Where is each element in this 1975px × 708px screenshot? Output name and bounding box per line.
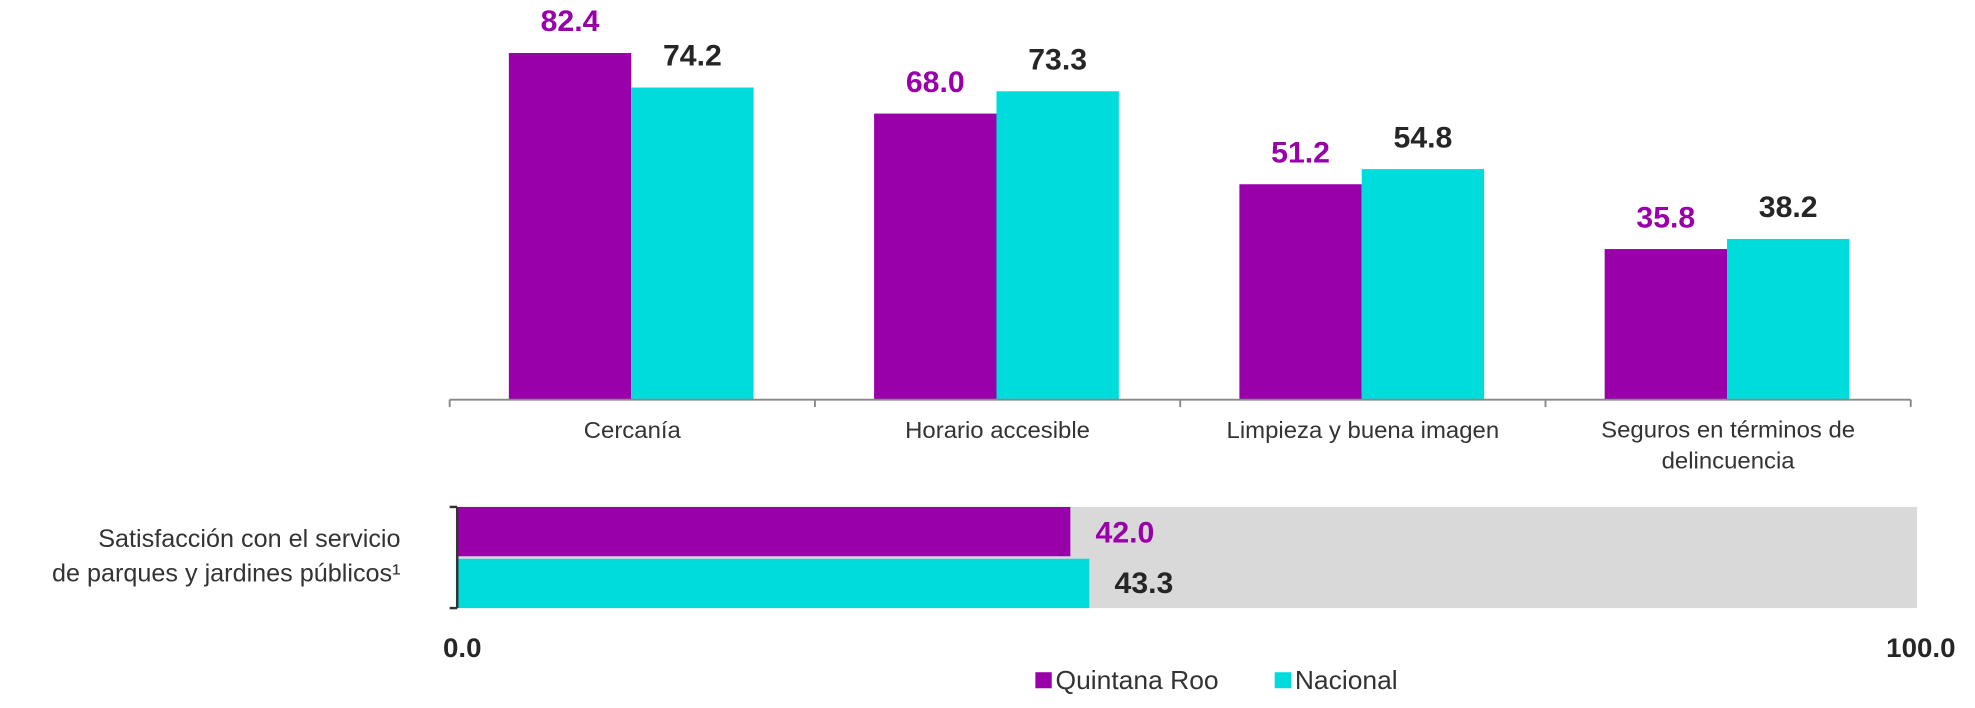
value-label: 82.4 (541, 5, 600, 38)
value-label: 51.2 (1271, 137, 1330, 170)
value-label: 38.2 (1759, 191, 1818, 224)
value-label: 35.8 (1636, 202, 1695, 235)
bar (457, 506, 1071, 557)
bar (1727, 238, 1850, 400)
value-label: 73.3 (1028, 44, 1087, 77)
legend-swatch (1035, 672, 1052, 689)
x-tick-label: Cercanía (584, 418, 682, 444)
bar (1361, 169, 1485, 400)
x-tick-label: Seguros en términos de delincuencia (1601, 418, 1855, 475)
x-tick-label: 0.0 (443, 632, 482, 663)
bar (1239, 184, 1362, 400)
x-tick-label: Horario accesible (905, 418, 1090, 444)
bar (457, 558, 1090, 609)
value-label: 74.2 (663, 40, 722, 73)
y-tick-label: Satisfacción con el servicio de parques y… (52, 525, 401, 587)
bar (508, 53, 632, 400)
value-label: 42.0 (1096, 517, 1155, 550)
bar (996, 91, 1119, 400)
legend-label: Quintana Roo (1056, 665, 1219, 695)
legend-swatch (1274, 672, 1292, 689)
bar (874, 113, 997, 400)
value-label: 68.0 (906, 66, 965, 99)
x-tick-label: Limpieza y buena imagen (1227, 418, 1500, 444)
legend-label: Nacional (1295, 665, 1398, 695)
bar (631, 87, 754, 400)
bar (1604, 249, 1728, 400)
value-label: 43.3 (1115, 567, 1174, 600)
x-tick-label: 100.0 (1886, 632, 1955, 663)
value-label: 54.8 (1394, 122, 1453, 155)
